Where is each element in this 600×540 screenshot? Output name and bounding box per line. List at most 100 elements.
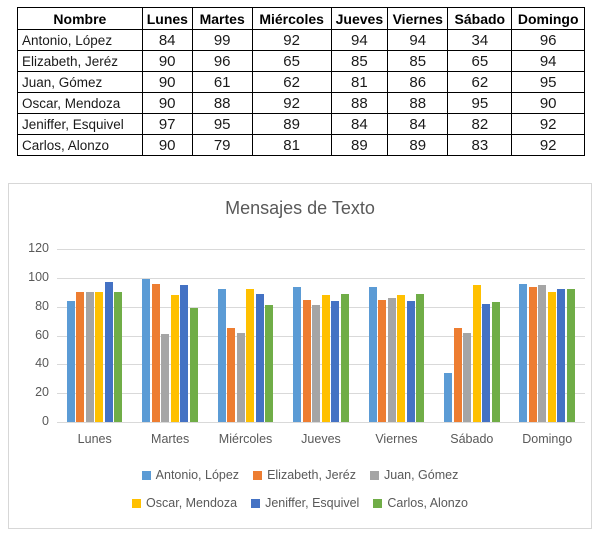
data-table: Nombre Lunes Martes Miércoles Jueves Viernes S… [17,7,585,156]
bar-group-sábado [434,249,509,422]
value-cell: 85 [387,50,449,72]
value-cell: 90 [141,92,193,114]
value-cell: 88 [387,92,449,114]
legend-row: Antonio, López Elizabeth, Jeréz Juan, Góme… [141,468,458,482]
bar [114,292,123,422]
bar [302,299,311,422]
gridline [57,306,585,308]
legend-label: Juan, Gómez [384,468,459,482]
gridline [57,422,585,423]
y-axis-label: 40 [35,356,49,371]
chart-title: Mensajes de Texto [225,198,375,218]
bar [387,298,396,422]
bar [312,305,321,422]
value-cell: 96 [191,50,253,72]
row-name-cell: Oscar, Mendoza [17,92,143,114]
value-cell: 34 [447,29,513,51]
x-axis-label: Jueves [301,432,341,446]
legend-label: Antonio, López [155,468,240,482]
gridline [57,364,585,366]
bar [66,300,75,422]
value-cell: 90 [511,92,585,114]
bar [161,334,170,422]
bar [444,373,453,422]
x-axis-label: Sábado [450,432,494,446]
plot-area: 0 20 40 60 80 100 120 [28,241,585,428]
legend-item: Jeniffer, Esquivel [251,496,359,510]
column-header: Nombre [17,7,143,30]
column-header: Viernes [387,7,449,30]
bar [397,295,406,422]
gridline [57,393,585,395]
value-cell: 92 [251,92,332,114]
row-name-cell: Antonio, López [17,29,143,51]
value-cell: 89 [251,113,332,135]
bar [547,292,556,422]
legend-item: Carlos, Alonzo [373,496,468,510]
y-axis-label: 100 [28,269,49,284]
value-cell: 95 [511,71,585,93]
bar [406,300,415,422]
value-cell: 94 [387,29,449,51]
bar-group-martes [132,249,207,422]
value-cell: 62 [447,71,513,93]
value-cell: 92 [511,113,585,135]
bar [151,283,160,422]
x-axis-label: Miércoles [218,432,273,446]
bar [76,292,85,422]
x-axis-label: Lunes [77,432,112,446]
bar [227,328,236,422]
column-header: Miércoles [251,7,332,30]
value-cell: 79 [191,134,253,156]
bar [331,300,340,422]
legend-swatch-icon [370,470,379,480]
gridline [57,277,585,279]
bar [255,293,264,422]
value-cell: 81 [330,71,389,93]
bar [236,332,245,422]
row-name-cell: Juan, Gómez [17,71,143,93]
bar-group-domingo [510,249,585,422]
bar [566,289,575,422]
value-cell: 97 [141,113,193,135]
bar [463,332,472,422]
legend-item: Juan, Gómez [370,468,458,482]
legend-item: Antonio, López [141,468,240,482]
legend-swatch-icon [253,470,263,480]
bar [472,285,481,422]
table-row: Jeniffer, Esquivel 97 95 89 84 84 82 92 [17,113,585,135]
value-cell: 88 [191,92,253,114]
column-header: Martes [191,7,253,30]
value-cell: 61 [191,71,253,93]
value-cell: 83 [447,134,513,156]
legend-label: Carlos, Alonzo [387,496,468,510]
bar [482,303,491,422]
gridline [57,249,585,250]
x-axis-label: Martes [151,432,190,446]
bar-group-jueves [283,249,358,422]
x-axis-label: Viernes [375,432,418,446]
bar [378,299,387,422]
value-cell: 84 [141,29,193,51]
value-cell: 92 [251,29,332,51]
bar [538,285,547,422]
value-cell: 88 [330,92,389,114]
column-header: Sábado [447,7,513,30]
bar-group-viernes [359,249,434,422]
row-name-cell: Elizabeth, Jeréz [17,50,143,72]
row-name-cell: Jeniffer, Esquivel [17,113,143,135]
value-cell: 95 [447,92,513,114]
legend-swatch-icon [141,470,151,480]
bar [170,295,179,422]
bar [217,289,226,422]
bar [321,295,330,422]
bar [265,305,274,422]
y-axis-label: 0 [42,414,49,428]
bar [340,293,349,422]
x-axis: Lunes Martes Miércoles Jueves Viernes Sábado D… [57,432,585,446]
y-axis-label: 20 [35,385,49,400]
bar [528,286,537,422]
legend-label: Jeniffer, Esquivel [265,496,360,510]
bar [189,308,198,422]
